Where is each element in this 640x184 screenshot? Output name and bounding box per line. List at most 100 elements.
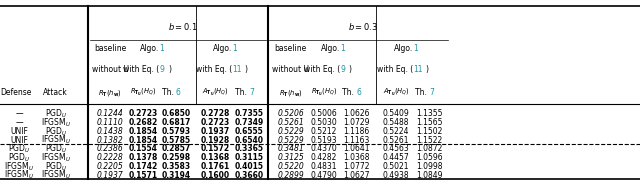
Text: $\mathrm{IFGSM}_U$: $\mathrm{IFGSM}_U$ <box>41 169 70 181</box>
Text: 0.1368: 0.1368 <box>201 153 230 162</box>
Text: 0.2682: 0.2682 <box>129 118 158 127</box>
Text: Algo.: Algo. <box>213 44 232 53</box>
Text: 0.4015: 0.4015 <box>234 162 264 171</box>
Text: ): ) <box>244 66 248 74</box>
Text: UNIF: UNIF <box>10 136 28 145</box>
Text: Algo.: Algo. <box>394 44 413 53</box>
Text: Th.: Th. <box>342 89 356 97</box>
Text: 1.0772: 1.0772 <box>343 162 370 171</box>
Text: 0.3583: 0.3583 <box>161 162 191 171</box>
Text: 0.1854: 0.1854 <box>129 127 158 136</box>
Text: 1.0368: 1.0368 <box>343 153 370 162</box>
Text: 0.1572: 0.1572 <box>201 144 230 153</box>
Text: —: — <box>15 118 23 127</box>
Text: 1.1163: 1.1163 <box>343 136 370 145</box>
Text: 1.0641: 1.0641 <box>343 144 370 153</box>
Text: 0.5229: 0.5229 <box>277 127 304 136</box>
Text: $R_{\mathbf{T}}(h_{\mathbf{w}})$: $R_{\mathbf{T}}(h_{\mathbf{w}})$ <box>99 88 122 98</box>
Text: $\mathrm{IFGSM}_U$: $\mathrm{IFGSM}_U$ <box>41 116 70 129</box>
Text: $R_{\mathbf{T_U}}(H_Q)$: $R_{\mathbf{T_U}}(H_Q)$ <box>130 87 157 98</box>
Text: 0.2857: 0.2857 <box>161 144 191 153</box>
Text: 0.7355: 0.7355 <box>234 109 264 118</box>
Text: 1: 1 <box>160 44 164 53</box>
Text: $\mathrm{IFGSM}_U$: $\mathrm{IFGSM}_U$ <box>4 160 34 173</box>
Text: —: — <box>15 109 23 118</box>
Text: 0.4831: 0.4831 <box>310 162 337 171</box>
Text: Algo.: Algo. <box>140 44 160 53</box>
Text: 0.1244: 0.1244 <box>97 109 124 118</box>
Text: 0.2228: 0.2228 <box>97 153 124 162</box>
Text: 0.6817: 0.6817 <box>161 118 191 127</box>
Text: 0.2723: 0.2723 <box>201 118 230 127</box>
Text: 0.5261: 0.5261 <box>277 118 304 127</box>
Text: 0.4457: 0.4457 <box>383 153 410 162</box>
Text: 0.1928: 0.1928 <box>201 136 230 145</box>
Text: 7: 7 <box>429 89 435 97</box>
Text: 1.0998: 1.0998 <box>416 162 443 171</box>
Text: 0.5193: 0.5193 <box>310 136 337 145</box>
Text: 11: 11 <box>413 66 422 74</box>
Text: 0.4282: 0.4282 <box>310 153 337 162</box>
Text: with Eq. (: with Eq. ( <box>376 66 413 74</box>
Text: 0.3481: 0.3481 <box>277 144 304 153</box>
Text: 1.0872: 1.0872 <box>416 144 443 153</box>
Text: Th.: Th. <box>162 89 176 97</box>
Text: 6: 6 <box>176 89 181 97</box>
Text: $\mathrm{PGD}_U$: $\mathrm{PGD}_U$ <box>45 160 67 173</box>
Text: 0.1937: 0.1937 <box>201 127 230 136</box>
Text: 0.2728: 0.2728 <box>201 109 230 118</box>
Text: 0.3125: 0.3125 <box>277 153 304 162</box>
Text: 9: 9 <box>340 66 345 74</box>
Text: 1.0849: 1.0849 <box>416 171 443 180</box>
Text: Algo.: Algo. <box>321 44 340 53</box>
Text: 0.5212: 0.5212 <box>310 127 337 136</box>
Text: 0.5206: 0.5206 <box>277 109 304 118</box>
Text: 0.1571: 0.1571 <box>129 171 158 180</box>
Text: baseline: baseline <box>275 44 307 53</box>
Text: 0.3660: 0.3660 <box>234 171 264 180</box>
Text: 0.3365: 0.3365 <box>234 144 264 153</box>
Text: 0.2899: 0.2899 <box>277 171 304 180</box>
Text: ): ) <box>168 66 171 74</box>
Text: 0.5220: 0.5220 <box>277 162 304 171</box>
Text: $R_{\mathbf{T_U}}(H_Q)$: $R_{\mathbf{T_U}}(H_Q)$ <box>310 87 337 98</box>
Text: 0.1761: 0.1761 <box>201 162 230 171</box>
Text: 0.1378: 0.1378 <box>129 153 158 162</box>
Text: 0.4938: 0.4938 <box>383 171 410 180</box>
Text: $\mathrm{PGD}_U$: $\mathrm{PGD}_U$ <box>45 108 67 120</box>
Text: $\mathrm{PGD}_U$: $\mathrm{PGD}_U$ <box>8 143 30 155</box>
Text: 0.2386: 0.2386 <box>97 144 124 153</box>
Text: with Eq. (: with Eq. ( <box>124 66 160 74</box>
Text: Th.: Th. <box>415 89 429 97</box>
Text: 0.5409: 0.5409 <box>383 109 410 118</box>
Text: $\mathrm{IFGSM}_U$: $\mathrm{IFGSM}_U$ <box>41 151 70 164</box>
Text: 1: 1 <box>340 44 345 53</box>
Text: 1: 1 <box>232 44 237 53</box>
Text: 0.7349: 0.7349 <box>234 118 264 127</box>
Text: 1.0729: 1.0729 <box>343 118 370 127</box>
Text: 0.3115: 0.3115 <box>234 153 264 162</box>
Text: 0.1110: 0.1110 <box>97 118 124 127</box>
Text: $R_{\mathbf{T}}(h_{\mathbf{w}})$: $R_{\mathbf{T}}(h_{\mathbf{w}})$ <box>279 88 302 98</box>
Text: $b = 0.3$: $b = 0.3$ <box>348 21 378 32</box>
Text: 1.0596: 1.0596 <box>416 153 443 162</box>
Text: 0.2598: 0.2598 <box>161 153 191 162</box>
Text: 1.1355: 1.1355 <box>416 109 443 118</box>
Text: without U: without U <box>92 66 129 74</box>
Text: 0.4790: 0.4790 <box>310 171 337 180</box>
Text: $A_{\mathbf{T_U}}(H_Q)$: $A_{\mathbf{T_U}}(H_Q)$ <box>202 87 229 98</box>
Text: with Eq. (: with Eq. ( <box>196 66 232 74</box>
Text: 1.1565: 1.1565 <box>416 118 443 127</box>
Text: 0.1937: 0.1937 <box>97 171 124 180</box>
Text: ): ) <box>349 66 351 74</box>
Text: Th.: Th. <box>235 89 249 97</box>
Text: 0.5488: 0.5488 <box>383 118 410 127</box>
Text: UNIF: UNIF <box>10 127 28 136</box>
Text: 0.1742: 0.1742 <box>129 162 158 171</box>
Text: ): ) <box>425 66 428 74</box>
Text: 0.5006: 0.5006 <box>310 109 337 118</box>
Text: 1.0627: 1.0627 <box>343 171 370 180</box>
Text: 7: 7 <box>249 89 254 97</box>
Text: $\mathrm{IFGSM}_U$: $\mathrm{IFGSM}_U$ <box>41 134 70 146</box>
Text: 6: 6 <box>356 89 362 97</box>
